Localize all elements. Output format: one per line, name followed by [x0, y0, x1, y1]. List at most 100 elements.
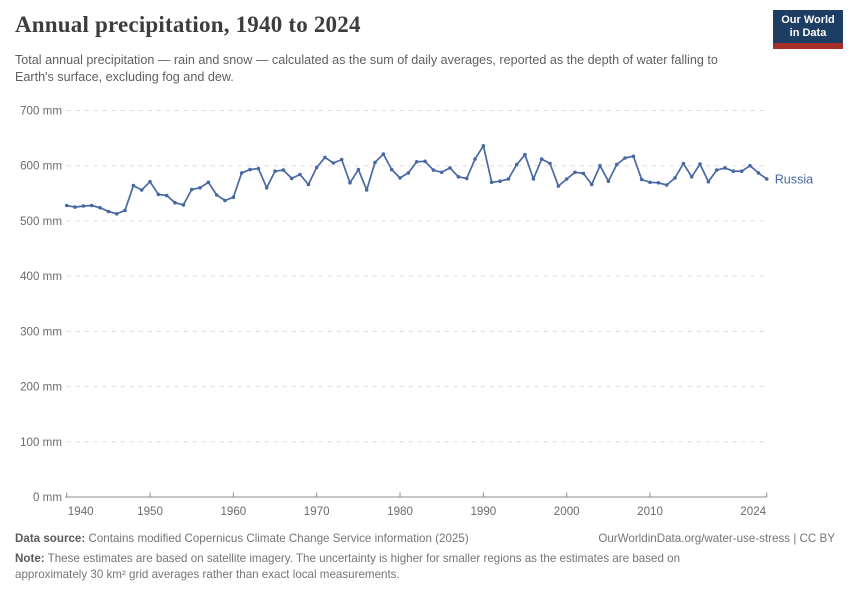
chart-subtitle: Total annual precipitation — rain and sn…: [15, 53, 718, 85]
x-tick-label-2000: 2000: [554, 505, 580, 518]
data-point-2010: [648, 180, 652, 185]
data-source: Data source: Contains modified Copernicu…: [15, 532, 469, 545]
footnote-label: Note:: [15, 552, 45, 565]
y-tick-label-100: 100 mm: [20, 436, 62, 449]
russia-series-line[interactable]: [65, 144, 768, 215]
precipitation-line-chart[interactable]: 0 mm 100 mm 200 mm 300 mm 400 mm 500 mm 600 mm…: [0, 0, 850, 530]
data-point-1979: [389, 167, 394, 172]
data-point-1959: [223, 198, 227, 203]
data-point-2006: [614, 162, 619, 167]
citation-link[interactable]: OurWorldinData.org/water-use-stress | CC…: [598, 532, 835, 545]
data-point-1954: [181, 203, 186, 207]
data-point-1961: [239, 171, 244, 175]
data-point-1966: [281, 168, 286, 172]
data-point-1992: [498, 179, 502, 183]
x-tick-label-2024: 2024: [740, 505, 766, 518]
data-point-2016: [698, 162, 702, 166]
data-point-1975: [356, 167, 361, 172]
data-point-1994: [514, 162, 519, 167]
data-point-1970: [314, 165, 319, 170]
data-point-1971: [323, 155, 327, 160]
data-point-1957: [206, 180, 211, 185]
data-point-1980: [398, 176, 402, 180]
data-point-2019: [723, 166, 727, 170]
data-point-1993: [506, 177, 511, 181]
data-point-2005: [606, 179, 611, 183]
data-point-1986: [448, 166, 452, 170]
data-point-1997: [539, 157, 544, 161]
data-point-1940: [64, 203, 69, 208]
data-point-1999: [556, 184, 561, 188]
data-point-1947: [123, 208, 127, 213]
data-point-2017: [706, 179, 711, 184]
data-point-1996: [531, 177, 536, 181]
x-tick-label-1990: 1990: [470, 505, 496, 518]
data-point-1967: [289, 176, 294, 181]
data-point-1977: [373, 160, 377, 165]
data-point-1981: [406, 171, 411, 175]
data-point-2001: [573, 170, 577, 175]
data-point-2023: [756, 171, 761, 175]
data-point-2015: [689, 175, 694, 179]
data-point-1965: [273, 169, 277, 173]
y-tick-label-300: 300 mm: [20, 325, 62, 338]
data-point-2022: [748, 163, 752, 168]
data-point-1972: [331, 161, 336, 165]
data-point-1956: [198, 186, 202, 190]
x-tick-label-1970: 1970: [304, 505, 330, 518]
data-point-1946: [114, 212, 119, 216]
data-point-1941: [73, 205, 77, 209]
data-point-1989: [473, 157, 477, 161]
x-tick-label-1950: 1950: [137, 505, 163, 518]
data-point-2002: [581, 171, 586, 176]
data-point-1962: [248, 167, 252, 172]
footer-row: Data source: Contains modified Copernicu…: [15, 532, 835, 545]
data-point-2000: [564, 177, 569, 181]
owid-logo[interactable]: Our World in Data: [773, 10, 843, 49]
data-point-1953: [173, 200, 177, 205]
y-tick-label-600: 600 mm: [20, 160, 62, 173]
data-point-1990: [481, 144, 486, 148]
data-point-1974: [348, 181, 352, 185]
data-point-2024: [764, 177, 769, 181]
data-point-2007: [623, 156, 627, 160]
data-point-1968: [298, 172, 302, 177]
data-point-1943: [89, 203, 94, 208]
data-point-1983: [423, 159, 427, 164]
data-point-1958: [214, 193, 219, 197]
data-point-1982: [414, 160, 419, 164]
data-point-1964: [264, 186, 269, 190]
data-source-text: Contains modified Copernicus Climate Cha…: [88, 532, 469, 545]
data-point-1960: [231, 195, 236, 199]
data-point-2003: [589, 182, 594, 187]
data-point-2020: [731, 169, 736, 173]
data-point-2014: [681, 161, 686, 166]
y-tick-label-500: 500 mm: [20, 215, 62, 228]
data-point-1969: [306, 182, 311, 187]
data-point-2012: [664, 183, 669, 187]
data-point-2008: [631, 154, 636, 159]
data-point-2009: [639, 177, 644, 182]
data-point-2004: [598, 163, 602, 168]
owid-logo-text-line2: in Data: [789, 26, 827, 39]
data-point-2018: [714, 168, 719, 172]
x-tick-label-2010: 2010: [637, 505, 663, 518]
data-source-label: Data source:: [15, 532, 86, 545]
data-point-1978: [381, 152, 386, 156]
data-point-1945: [106, 209, 111, 214]
data-point-2021: [739, 169, 744, 173]
data-point-2011: [656, 181, 661, 185]
data-point-1955: [189, 187, 194, 192]
data-point-1942: [81, 204, 86, 208]
x-tick-label-1960: 1960: [220, 505, 246, 518]
data-point-1988: [464, 176, 469, 181]
data-point-1948: [131, 183, 136, 188]
data-point-1985: [439, 170, 444, 175]
series-end-label[interactable]: Russia: [775, 172, 814, 186]
data-point-1984: [431, 168, 436, 172]
owid-logo-text-line1: Our World: [781, 14, 835, 26]
x-tick-label-1940: 1940: [68, 505, 94, 518]
data-point-1950: [148, 179, 152, 184]
data-point-1944: [98, 205, 102, 210]
